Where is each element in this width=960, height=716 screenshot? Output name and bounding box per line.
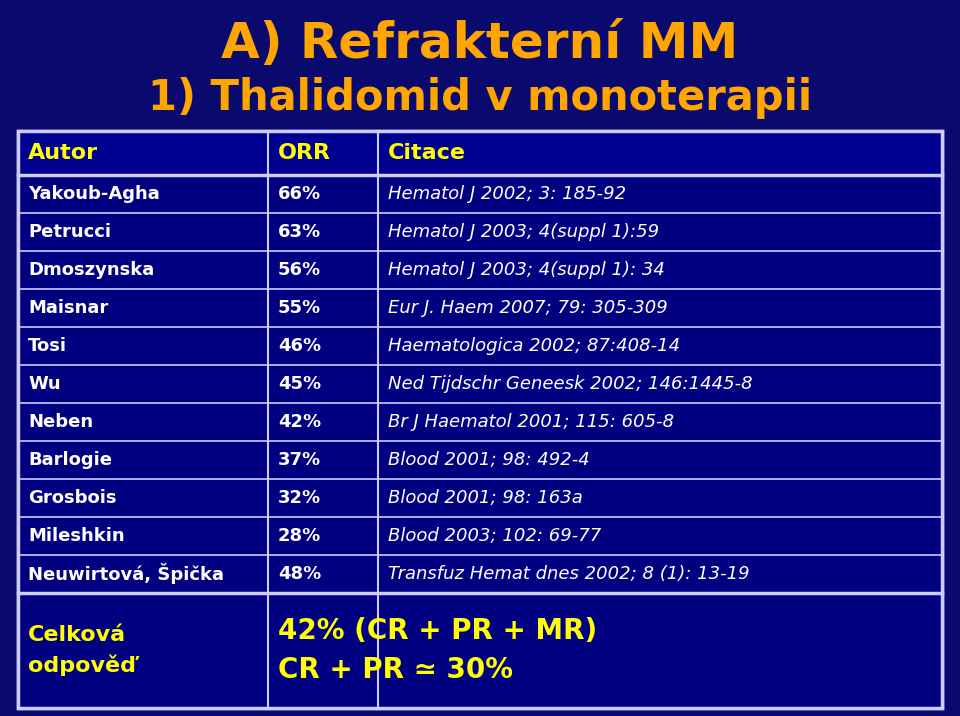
Text: 1) Thalidomid v monoterapii: 1) Thalidomid v monoterapii [148,77,812,119]
Bar [18,479,942,517]
Text: 48%: 48% [278,565,322,583]
Text: Hematol J 2002; 3: 185-92: Hematol J 2002; 3: 185-92 [388,185,626,203]
Text: Maisnar: Maisnar [28,299,108,317]
Text: Haematologica 2002; 87:408-14: Haematologica 2002; 87:408-14 [388,337,680,355]
Bar [18,131,942,708]
Text: Blood 2003; 102: 69-77: Blood 2003; 102: 69-77 [388,527,601,545]
Text: Citace: Citace [388,143,466,163]
Text: Celková
odpověď: Celková odpověď [28,625,136,676]
Text: 55%: 55% [278,299,322,317]
Text: Blood 2001; 98: 492-4: Blood 2001; 98: 492-4 [388,451,589,469]
Text: Mileshkin: Mileshkin [28,527,125,545]
Text: 56%: 56% [278,261,322,279]
Bar [18,441,942,479]
Text: 66%: 66% [278,185,322,203]
Bar [18,131,942,708]
Text: Autor: Autor [28,143,98,163]
Bar [18,131,942,175]
Text: 32%: 32% [278,489,322,507]
Text: 46%: 46% [278,337,322,355]
Text: ORR: ORR [278,143,331,163]
Bar [18,251,942,289]
Bar [18,555,942,593]
Bar [18,289,942,327]
Text: Petrucci: Petrucci [28,223,111,241]
Text: Eur J. Haem 2007; 79: 305-309: Eur J. Haem 2007; 79: 305-309 [388,299,668,317]
Text: Wu: Wu [28,375,60,393]
Text: Dmoszynska: Dmoszynska [28,261,155,279]
Text: Br J Haematol 2001; 115: 605-8: Br J Haematol 2001; 115: 605-8 [388,413,674,431]
Text: 28%: 28% [278,527,322,545]
Text: Ned Tijdschr Geneesk 2002; 146:1445-8: Ned Tijdschr Geneesk 2002; 146:1445-8 [388,375,753,393]
Text: Neben: Neben [28,413,93,431]
Bar [18,365,942,403]
Text: Yakoub-Agha: Yakoub-Agha [28,185,159,203]
Bar [18,517,942,555]
Text: Blood 2001; 98: 163a: Blood 2001; 98: 163a [388,489,583,507]
Text: Tosi: Tosi [28,337,67,355]
Bar [18,327,942,365]
Bar [18,593,942,708]
Text: 45%: 45% [278,375,322,393]
Text: Transfuz Hemat dnes 2002; 8 (1): 13-19: Transfuz Hemat dnes 2002; 8 (1): 13-19 [388,565,750,583]
Text: Neuwirtová, Špička: Neuwirtová, Špička [28,563,224,584]
Text: Hematol J 2003; 4(suppl 1):59: Hematol J 2003; 4(suppl 1):59 [388,223,660,241]
Bar [18,403,942,441]
Text: Barlogie: Barlogie [28,451,112,469]
Bar [18,213,942,251]
Bar [18,175,942,213]
Text: 42% (CR + PR + MR)
CR + PR ≃ 30%: 42% (CR + PR + MR) CR + PR ≃ 30% [278,617,597,684]
Text: 37%: 37% [278,451,322,469]
Text: 63%: 63% [278,223,322,241]
Text: A) Refrakterní MM: A) Refrakterní MM [222,20,738,68]
Text: Hematol J 2003; 4(suppl 1): 34: Hematol J 2003; 4(suppl 1): 34 [388,261,665,279]
Text: Grosbois: Grosbois [28,489,116,507]
Text: 42%: 42% [278,413,322,431]
